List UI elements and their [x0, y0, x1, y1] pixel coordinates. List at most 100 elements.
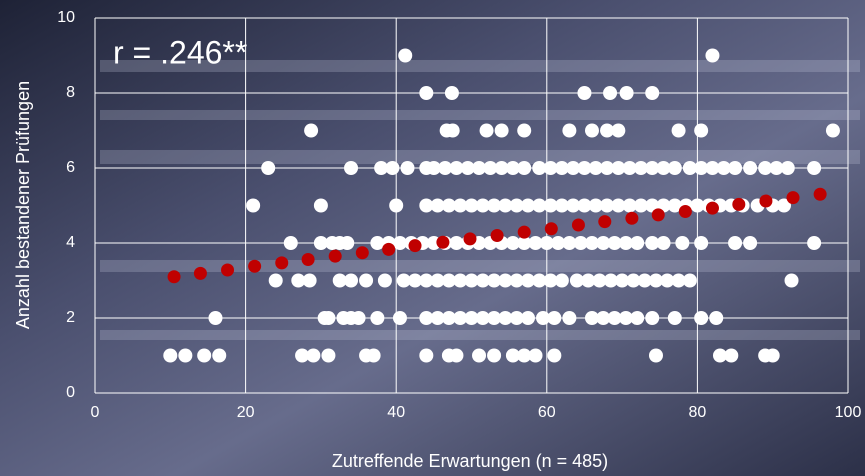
data-point	[645, 311, 659, 325]
data-point	[668, 311, 682, 325]
data-point	[302, 253, 315, 266]
data-point	[400, 161, 414, 175]
data-point	[269, 274, 283, 288]
data-point	[344, 161, 358, 175]
y-tick-label: 8	[66, 84, 75, 101]
x-tick-label: 40	[387, 404, 405, 421]
data-point	[321, 349, 335, 363]
data-point	[356, 246, 369, 259]
data-point	[787, 191, 800, 204]
data-point	[303, 274, 317, 288]
data-point	[781, 161, 795, 175]
x-tick-label: 80	[689, 404, 707, 421]
data-point	[389, 199, 403, 213]
data-point	[585, 124, 599, 138]
data-point	[306, 349, 320, 363]
data-point	[472, 349, 486, 363]
data-point	[314, 199, 328, 213]
data-point	[826, 124, 840, 138]
data-point	[178, 349, 192, 363]
data-point	[694, 311, 708, 325]
data-point	[385, 161, 399, 175]
data-point	[545, 222, 558, 235]
data-point	[672, 124, 686, 138]
data-point	[572, 219, 585, 232]
data-point	[382, 243, 395, 256]
data-point	[728, 236, 742, 250]
data-point	[759, 195, 772, 208]
data-point	[419, 349, 433, 363]
x-tick-label: 100	[835, 404, 862, 421]
data-point	[807, 236, 821, 250]
data-point	[212, 349, 226, 363]
data-point	[555, 274, 569, 288]
data-point	[630, 236, 644, 250]
data-point	[630, 311, 644, 325]
data-point	[705, 49, 719, 63]
data-point	[517, 124, 531, 138]
data-point	[261, 161, 275, 175]
data-point	[208, 311, 222, 325]
data-point	[304, 124, 318, 138]
data-point	[446, 124, 460, 138]
data-point	[321, 311, 335, 325]
data-point	[344, 274, 358, 288]
annotation: r = .246**	[113, 34, 247, 70]
data-point	[398, 49, 412, 63]
data-point	[785, 274, 799, 288]
data-point	[562, 311, 576, 325]
x-tick-label: 60	[538, 404, 556, 421]
data-point	[352, 311, 366, 325]
y-tick-label: 0	[66, 384, 75, 401]
data-point	[807, 161, 821, 175]
y-tick-label: 2	[66, 309, 75, 326]
data-point	[248, 260, 261, 273]
data-point	[221, 264, 234, 277]
data-point	[480, 124, 494, 138]
data-point	[487, 349, 501, 363]
data-point	[668, 161, 682, 175]
data-point	[436, 236, 449, 249]
data-point	[728, 161, 742, 175]
data-point	[445, 86, 459, 100]
data-point	[419, 86, 433, 100]
data-point	[246, 199, 260, 213]
data-point	[706, 202, 719, 215]
data-point	[652, 208, 665, 221]
data-point	[620, 86, 634, 100]
data-point	[709, 311, 723, 325]
data-point	[359, 274, 373, 288]
data-point	[675, 236, 689, 250]
data-point	[275, 256, 288, 269]
data-point	[814, 188, 827, 201]
x-axis-label: Zutreffende Erwartungen (n = 485)	[332, 451, 608, 471]
data-point	[329, 250, 342, 263]
data-point	[743, 236, 757, 250]
y-tick-label: 4	[66, 234, 75, 251]
x-tick-label: 20	[237, 404, 255, 421]
data-point	[393, 311, 407, 325]
data-point	[194, 267, 207, 280]
data-point	[625, 212, 638, 225]
data-point	[491, 229, 504, 242]
data-point	[694, 124, 708, 138]
data-point	[562, 124, 576, 138]
data-point	[547, 311, 561, 325]
data-point	[284, 236, 298, 250]
data-point	[724, 349, 738, 363]
data-point	[378, 274, 392, 288]
data-point	[766, 349, 780, 363]
data-point	[370, 311, 384, 325]
data-point	[679, 205, 692, 218]
x-tick-label: 0	[91, 404, 100, 421]
data-point	[463, 232, 476, 245]
data-point	[645, 86, 659, 100]
data-point	[657, 236, 671, 250]
data-point	[683, 274, 697, 288]
data-point	[743, 161, 757, 175]
data-point	[547, 349, 561, 363]
data-point	[732, 198, 745, 211]
chart: r = .246** Zutreffende Erwartungen (n = …	[0, 0, 865, 476]
data-point	[517, 161, 531, 175]
data-point	[163, 349, 177, 363]
